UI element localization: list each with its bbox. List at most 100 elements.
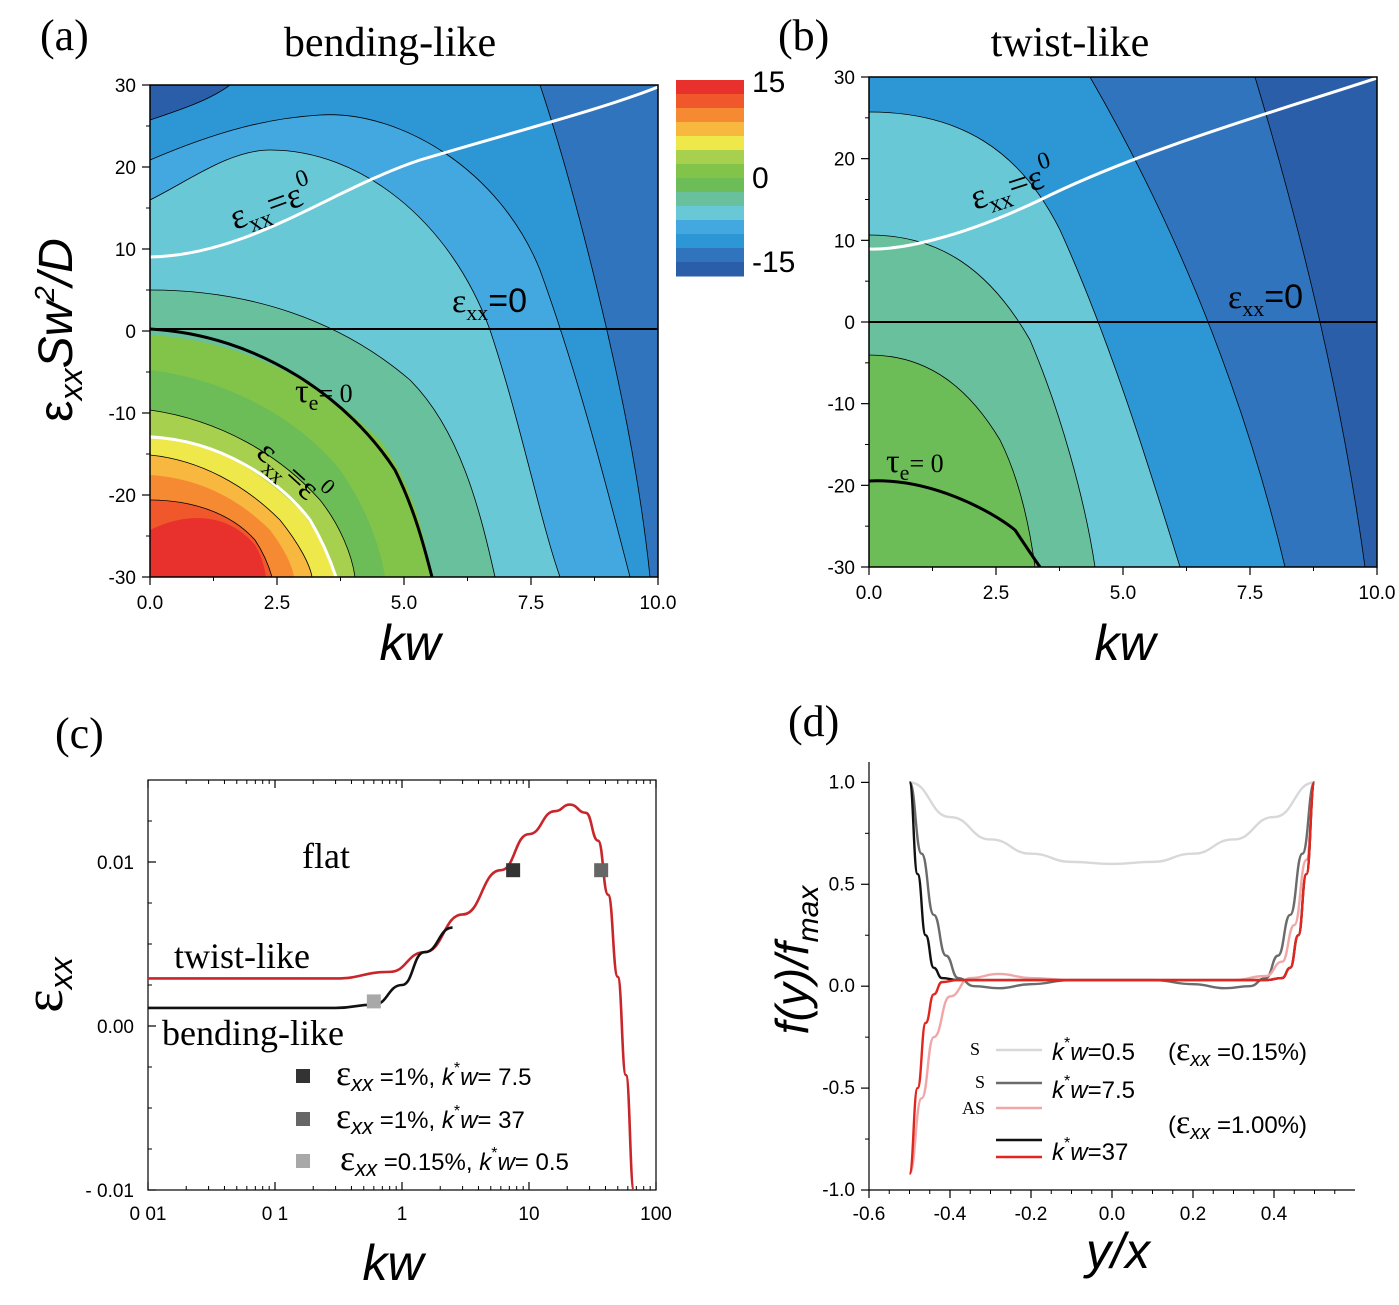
curve-s-kw-0-5 [909,781,1315,866]
panel-c-markers [366,863,609,1009]
panel-a-xlabel: kw [379,615,443,671]
y-tick-label: 0.00 [97,1017,134,1038]
panel-d-series [908,781,1316,1175]
panel-a-label: (a) [40,11,89,60]
legend-swatch [296,1112,310,1126]
panel-a-contours [150,85,658,577]
panel-d-legend: SS AS k*w=0.5 k*w=7.5 k*w=37 (εxx =0.15%) (εxx… [962,1031,1307,1166]
legend-strain-label: (εxx =1.00%) [1168,1104,1307,1144]
panel-a-title: bending-like [284,20,496,66]
legend-entry: εxx =1%, k*w= 7.5 [336,1053,531,1096]
colorbar-swatch [676,108,744,123]
colorbar-swatch [676,94,744,109]
x-tick-label: 10.0 [640,593,677,614]
legend-symmetry-as: AS [962,1098,985,1118]
x-tick-label: 1 [397,1204,408,1225]
data-marker [594,863,609,878]
panel-d-label: (d) [788,697,839,746]
panel-c-xlabel: kw [362,1235,426,1291]
panel-d-ylabel: f(y)/fmax [766,885,825,1035]
colorbar-swatch [676,248,744,263]
legend-entry: εxx =1%, k*w= 37 [336,1096,525,1139]
x-tick-label: 0 1 [262,1204,288,1225]
legend-label: k*w=37 [1052,1135,1128,1166]
x-tick-label: 10 [518,1204,539,1225]
data-marker [366,994,381,1009]
colorbar-swatch [676,80,744,95]
x-tick-label: 0.0 [137,593,163,614]
y-tick-label: -20 [828,476,855,497]
legend-swatch [296,1069,310,1083]
legend-label: k*w=7.5 [1052,1073,1135,1104]
legend-entry: εxx =0.15%, k*w= 0.5 [340,1138,569,1181]
panel-b-title: twist-like [991,20,1150,66]
contour-level-band [150,518,266,577]
colorbar-label: 15 [752,66,785,99]
y-tick-label: 10 [115,240,136,261]
y-tick-label: 0 [125,322,136,343]
panel-c-axes: 0 01 0 1 1 10 100 0.01 0.00 - 0.01 [85,780,672,1225]
colorbar-swatch [676,178,744,193]
x-tick-label: -0.2 [1015,1204,1048,1225]
curve-s-kw-37 [908,781,1316,982]
panel-b-xlabel: kw [1094,615,1158,671]
y-tick-label: -20 [109,486,136,507]
colorbar-swatch [676,262,744,277]
region-label-flat: flat [302,836,350,876]
colorbar: 15 0 -15 [676,66,795,279]
curve-s-kw-7-5 [908,781,1316,990]
legend-strain-label: (εxx =0.15%) [1168,1031,1307,1071]
panel-b-label: (b) [778,11,829,60]
x-tick-label: 7.5 [518,593,544,614]
y-tick-label: - 0.01 [85,1181,134,1202]
colorbar-swatch [676,192,744,207]
contour-level-band [1255,77,1377,567]
colorbar-swatch [676,206,744,221]
x-tick-label: 0.4 [1261,1204,1288,1225]
panel-a-ylabel: εxxSw2/D [29,238,89,422]
y-tick-label: 1.0 [829,772,855,793]
x-tick-label: -0.4 [934,1204,967,1225]
y-tick-label: 20 [115,158,136,179]
panel-b-contours [869,77,1377,567]
colorbar-swatch [676,234,744,249]
colorbar-swatch [676,150,744,165]
colorbar-swatch [676,122,744,137]
legend-symmetry-s: S [975,1072,985,1092]
eps-equal-eps0-curve-upper [150,85,658,259]
panel-a-axes: 0.0 2.5 5.0 7.5 10.0 30 20 10 0 -10 -20 -30 [109,76,677,614]
x-tick-label: 2.5 [983,583,1009,604]
x-tick-label: 5.0 [1110,583,1136,604]
colorbar-swatch [676,164,744,179]
y-tick-label: -10 [828,395,855,416]
curve-as-kw-37 [908,781,1316,1175]
y-tick-label: -30 [828,558,855,579]
x-tick-label: 0 01 [130,1204,167,1225]
colorbar-label: 0 [752,162,769,195]
y-tick-label: 0.01 [97,853,134,874]
legend-symmetry-s: S [970,1039,980,1059]
x-tick-label: 0.0 [1099,1204,1125,1225]
y-tick-label: 20 [834,150,855,171]
legend-swatch [296,1154,310,1168]
y-tick-label: -0.5 [822,1078,855,1099]
panel-a: (a) bending-like [29,11,795,671]
panel-d: (d) -0.6 -0.4 -0.2 0.0 0.2 0.4 1.0 0.5 0.0 -0.5 -1… [766,697,1355,1279]
y-tick-label: 0 [844,313,855,334]
data-marker [506,863,521,878]
panel-b-axes: 0.0 2.5 5.0 7.5 10.0 30 20 10 0 -10 -20 -30 [828,68,1396,604]
annotation-tau-zero-b: τe= 0 [886,443,944,485]
y-tick-label: 10 [834,231,855,252]
y-tick-label: 0.0 [829,976,855,997]
y-tick-label: 30 [834,68,855,89]
x-tick-label: 100 [640,1204,672,1225]
region-label-twist-like: twist-like [174,936,310,976]
panel-c-label: (c) [55,709,104,758]
x-tick-label: 0.0 [856,583,882,604]
y-tick-label: -30 [109,568,136,589]
eps-equal-eps0-curve-b [869,77,1377,251]
panel-c-ylabel: εxx [13,956,79,1013]
eps-equal-eps0-curve-lower [150,435,338,577]
